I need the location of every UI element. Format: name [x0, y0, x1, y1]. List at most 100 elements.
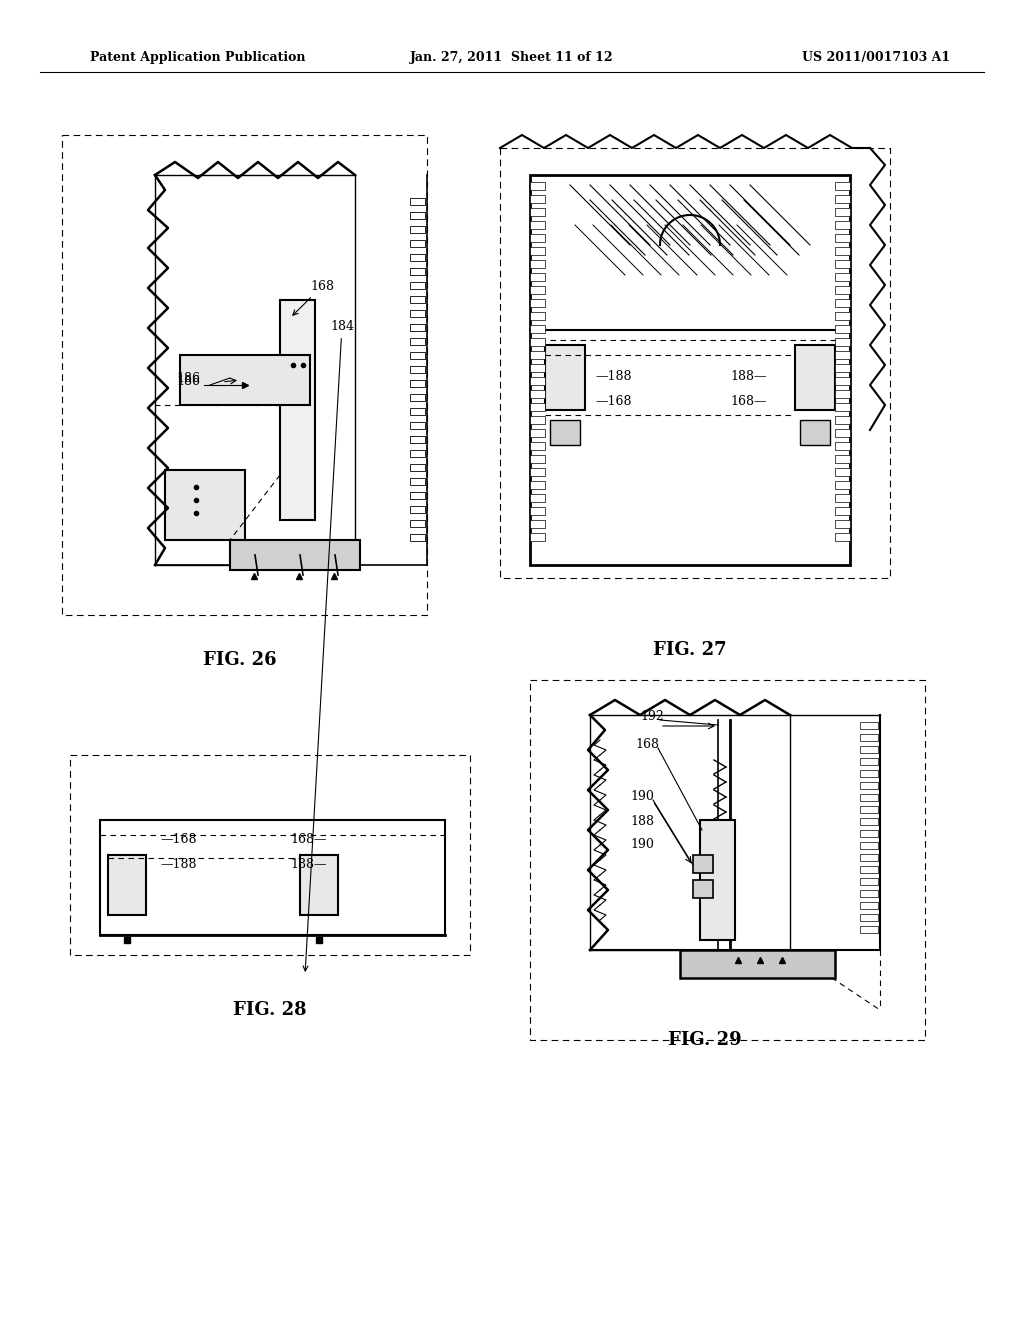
Text: 168: 168 — [293, 280, 334, 315]
Bar — [835, 273, 850, 281]
Text: 186: 186 — [176, 375, 200, 388]
Bar — [530, 351, 545, 359]
Bar — [835, 480, 850, 488]
Bar — [860, 927, 878, 933]
Bar — [410, 450, 425, 457]
Bar — [860, 734, 878, 741]
Bar — [800, 420, 830, 445]
Bar — [410, 422, 425, 429]
Bar — [530, 378, 545, 385]
Bar — [860, 781, 878, 789]
Bar — [530, 416, 545, 424]
Bar — [410, 478, 425, 484]
Bar — [835, 234, 850, 242]
Text: 192: 192 — [640, 710, 664, 723]
Bar — [530, 234, 545, 242]
Bar — [860, 746, 878, 752]
Text: US 2011/0017103 A1: US 2011/0017103 A1 — [802, 51, 950, 65]
Text: 188—: 188— — [290, 858, 327, 871]
Bar — [860, 770, 878, 777]
Bar — [530, 176, 850, 565]
Bar — [860, 795, 878, 801]
Bar — [530, 300, 545, 308]
Bar — [860, 902, 878, 909]
Bar — [835, 442, 850, 450]
Text: FIG. 26: FIG. 26 — [203, 651, 276, 669]
Bar — [835, 338, 850, 346]
Text: —168: —168 — [160, 833, 197, 846]
Bar — [835, 195, 850, 203]
Bar — [835, 286, 850, 294]
Bar — [835, 351, 850, 359]
Bar — [100, 820, 445, 935]
Bar — [530, 273, 545, 281]
Bar — [180, 355, 310, 405]
Bar — [835, 507, 850, 515]
Bar — [835, 260, 850, 268]
Bar — [410, 465, 425, 471]
Bar — [410, 366, 425, 374]
Bar — [835, 247, 850, 255]
Text: Patent Application Publication: Patent Application Publication — [90, 51, 305, 65]
Text: 186: 186 — [176, 372, 200, 385]
Bar — [835, 325, 850, 333]
Bar — [230, 540, 360, 570]
Bar — [530, 220, 545, 228]
Bar — [410, 240, 425, 247]
Bar — [693, 855, 713, 873]
Bar — [835, 182, 850, 190]
Bar — [860, 854, 878, 861]
Bar — [410, 296, 425, 304]
Bar — [835, 364, 850, 372]
Bar — [530, 389, 545, 399]
Bar — [410, 310, 425, 317]
Bar — [835, 520, 850, 528]
Text: 168: 168 — [635, 738, 659, 751]
Bar — [530, 533, 545, 541]
Bar — [530, 209, 545, 216]
Bar — [410, 393, 425, 401]
Text: FIG. 28: FIG. 28 — [233, 1001, 307, 1019]
Text: 168—: 168— — [730, 395, 767, 408]
Bar — [410, 520, 425, 527]
Bar — [410, 338, 425, 345]
Text: 184: 184 — [303, 319, 354, 972]
Bar — [795, 345, 835, 411]
Bar — [835, 389, 850, 399]
Bar — [680, 950, 835, 978]
Bar — [530, 338, 545, 346]
Bar — [530, 364, 545, 372]
Bar — [530, 520, 545, 528]
Bar — [860, 722, 878, 729]
Bar — [835, 455, 850, 463]
Bar — [530, 247, 545, 255]
Bar — [835, 416, 850, 424]
Bar — [530, 403, 545, 411]
Bar — [530, 325, 545, 333]
Bar — [860, 807, 878, 813]
Text: 190: 190 — [630, 838, 654, 851]
Bar — [835, 220, 850, 228]
Bar — [835, 533, 850, 541]
Bar — [860, 890, 878, 898]
Bar — [835, 494, 850, 502]
Bar — [860, 758, 878, 766]
Bar — [410, 268, 425, 275]
Bar — [860, 878, 878, 884]
Bar — [530, 507, 545, 515]
Bar — [300, 855, 338, 915]
Bar — [410, 380, 425, 387]
Bar — [860, 842, 878, 849]
Bar — [530, 195, 545, 203]
Bar — [410, 213, 425, 219]
Bar — [550, 420, 580, 445]
Bar — [410, 408, 425, 414]
Text: —188: —188 — [160, 858, 197, 871]
Bar — [835, 312, 850, 319]
Bar — [860, 866, 878, 873]
Bar — [410, 436, 425, 444]
Bar — [410, 226, 425, 234]
Bar — [835, 429, 850, 437]
Bar — [410, 506, 425, 513]
Bar — [410, 253, 425, 261]
